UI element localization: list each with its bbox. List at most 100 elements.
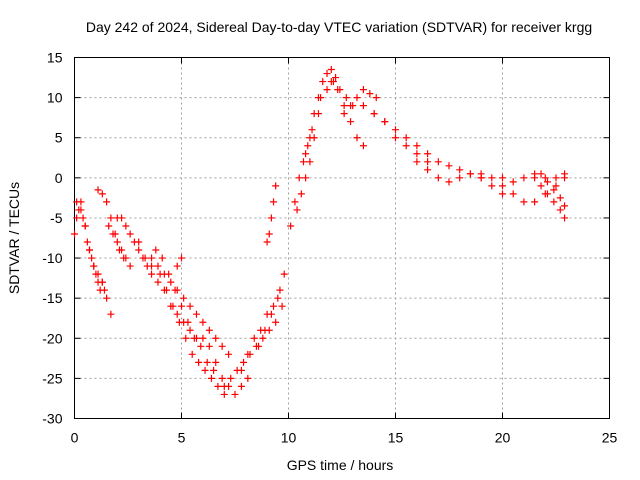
data-point-sat-b bbox=[81, 222, 89, 230]
data-point-sat-p bbox=[295, 174, 303, 182]
data-point-sat-k bbox=[212, 358, 220, 366]
data-point-sat-n bbox=[274, 294, 282, 302]
data-point-sat-h bbox=[165, 270, 173, 278]
data-point-sat-w bbox=[445, 162, 453, 170]
data-point-sat-i bbox=[188, 350, 196, 358]
grid-lines bbox=[74, 57, 610, 419]
data-point-sat-aa bbox=[543, 190, 551, 198]
data-point-sat-g bbox=[148, 254, 156, 262]
data-point-sat-j bbox=[225, 350, 233, 358]
data-point-sat-t bbox=[340, 102, 348, 110]
data-point-sat-w bbox=[381, 118, 389, 126]
x-tick-label: 5 bbox=[178, 430, 186, 446]
data-point-sat-b bbox=[85, 246, 93, 254]
data-point-sat-u bbox=[347, 102, 355, 110]
data-point-sat-d bbox=[109, 230, 117, 238]
x-axis-label: GPS time / hours bbox=[287, 457, 394, 473]
data-point-sat-j bbox=[199, 318, 207, 326]
data-point-sat-k bbox=[205, 342, 213, 350]
data-point-sat-x bbox=[499, 190, 506, 198]
data-point-sat-g bbox=[178, 254, 185, 262]
data-point-sat-c bbox=[107, 214, 115, 222]
data-point-sat-o bbox=[265, 230, 273, 238]
data-point-sat-h bbox=[178, 302, 185, 310]
data-point-sat-a bbox=[71, 230, 78, 238]
data-point-sat-c bbox=[94, 186, 102, 194]
data-point-sat-i bbox=[169, 302, 177, 310]
data-point-sat-p bbox=[287, 222, 295, 230]
data-point-sat-m bbox=[237, 366, 245, 374]
data-point-sat-h bbox=[210, 366, 218, 374]
data-point-sat-y bbox=[552, 174, 560, 182]
data-point-sat-w bbox=[456, 166, 464, 174]
data-point-sat-i bbox=[220, 390, 228, 398]
data-point-sat-w bbox=[402, 134, 410, 142]
data-point-sat-j bbox=[180, 294, 188, 302]
data-point-sat-r bbox=[323, 70, 331, 78]
data-point-sat-x bbox=[424, 166, 432, 174]
data-point-sat-n bbox=[280, 270, 288, 278]
data-point-sat-u bbox=[359, 86, 367, 94]
data-point-sat-x bbox=[466, 170, 474, 178]
data-point-sat-k bbox=[244, 374, 252, 382]
data-point-sat-l bbox=[240, 358, 248, 366]
x-tick-label: 15 bbox=[388, 430, 404, 446]
data-point-sat-g bbox=[154, 262, 162, 270]
data-point-sat-m bbox=[250, 334, 258, 342]
data-point-sat-b bbox=[90, 262, 98, 270]
data-point-sat-p bbox=[308, 126, 316, 134]
data-point-sat-j bbox=[212, 334, 220, 342]
data-point-sat-c bbox=[103, 198, 111, 206]
data-point-sat-i bbox=[182, 334, 190, 342]
data-point-sat-y bbox=[541, 174, 549, 182]
data-point-sat-u bbox=[340, 110, 348, 118]
data-point-sat-b bbox=[73, 198, 81, 206]
data-point-sat-i bbox=[156, 270, 164, 278]
data-point-sat-n bbox=[267, 310, 275, 318]
data-point-sat-f bbox=[141, 254, 149, 262]
data-point-sat-p bbox=[291, 198, 299, 206]
data-point-sat-y bbox=[520, 174, 528, 182]
x-tick-label: 0 bbox=[71, 430, 79, 446]
data-point-sat-w bbox=[392, 126, 399, 134]
y-tick-label: -10 bbox=[42, 250, 62, 266]
data-point-sat-v bbox=[392, 134, 399, 142]
data-point-sat-ab bbox=[550, 186, 558, 194]
data-point-sat-aa bbox=[537, 182, 545, 190]
data-point-sat-b bbox=[94, 270, 102, 278]
data-point-sat-q bbox=[306, 158, 314, 166]
x-tick-label: 10 bbox=[281, 430, 297, 446]
data-point-sat-h bbox=[152, 246, 160, 254]
data-point-sat-h bbox=[184, 318, 192, 326]
data-point-sat-p bbox=[299, 158, 307, 166]
y-tick-label: -15 bbox=[42, 290, 62, 306]
axis-ticks: 0 5 10 15 20 25 -30 -25 -20 -15 -10 -5 0 5 10 15 bbox=[42, 50, 617, 446]
data-point-sat-c bbox=[98, 190, 106, 198]
data-point-sat-k bbox=[199, 334, 207, 342]
data-point-sat-w bbox=[424, 150, 432, 158]
y-tick-label: 5 bbox=[55, 130, 63, 146]
data-point-sat-r bbox=[327, 66, 335, 74]
data-point-sat-g bbox=[173, 262, 181, 270]
data-point-sat-l bbox=[278, 302, 286, 310]
data-point-sat-n bbox=[255, 342, 263, 350]
data-point-sat-d bbox=[122, 254, 130, 262]
data-point-sat-p bbox=[304, 142, 312, 150]
data-point-sat-q bbox=[302, 174, 310, 182]
data-point-sat-m bbox=[244, 350, 252, 358]
data-point-sat-y bbox=[477, 170, 485, 178]
data-point-sat-h bbox=[158, 254, 166, 262]
data-point-sat-e bbox=[135, 246, 143, 254]
data-point-sat-w bbox=[370, 110, 378, 118]
data-points bbox=[71, 66, 569, 398]
data-point-sat-l bbox=[220, 382, 228, 390]
data-point-sat-t bbox=[347, 118, 355, 126]
x-tick-label: 20 bbox=[495, 430, 511, 446]
data-point-sat-q bbox=[297, 190, 305, 198]
data-point-sat-j bbox=[186, 302, 194, 310]
data-point-sat-r bbox=[319, 78, 327, 86]
data-point-sat-e bbox=[122, 222, 130, 230]
y-tick-label: -30 bbox=[42, 411, 62, 427]
data-point-sat-z bbox=[531, 198, 539, 206]
data-point-sat-x bbox=[413, 158, 421, 166]
